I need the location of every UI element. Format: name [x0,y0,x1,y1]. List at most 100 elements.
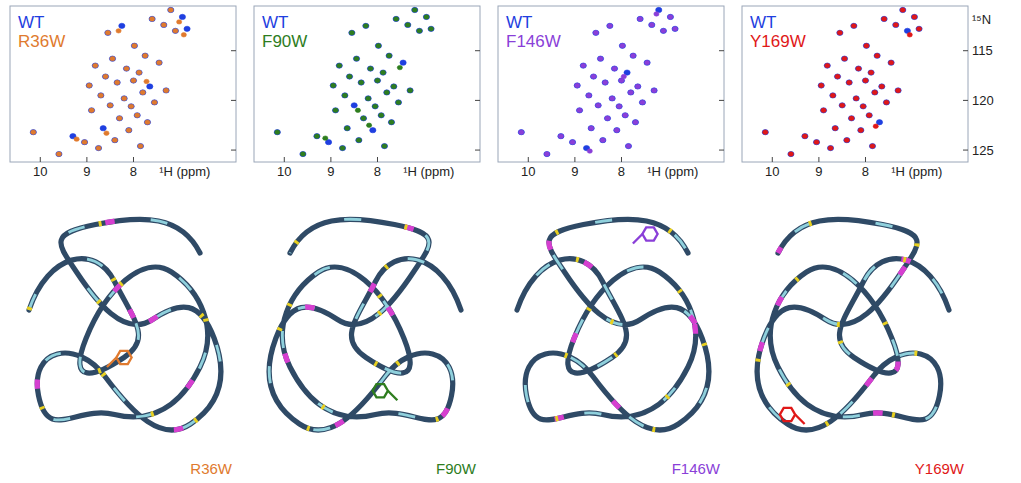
peak [604,116,610,121]
peak [177,20,182,24]
peak [893,22,899,27]
y-tick-label: 125 [972,143,994,158]
x-tick-label: 10 [521,164,535,179]
spectrum-panel: 1098115120125¹H (ppm)¹⁵NWTY169W [742,6,994,179]
peak [375,78,380,82]
peak [128,104,134,109]
peak [851,24,856,28]
peak [839,103,845,108]
peak [380,70,386,75]
peak [179,14,185,19]
peak [356,138,361,142]
legend-background [749,13,777,32]
helix-highlight [29,219,221,430]
y-tick [719,50,724,51]
peak [112,138,118,143]
peak [626,144,631,148]
peak [428,27,433,31]
peak [134,113,140,118]
x-tick-label: 8 [618,164,625,179]
peak [344,126,350,131]
peak [314,134,319,138]
peak [621,74,626,78]
peak [138,144,143,148]
contact-region [757,219,949,430]
peak [147,84,153,89]
peak [864,44,869,48]
peak [117,116,122,120]
peak [593,31,598,35]
x-tick-label: 8 [374,164,381,179]
peak [558,134,564,139]
peak [916,26,922,31]
peak [333,108,338,112]
peak [841,56,847,61]
legend-entry: Y169W [750,32,806,51]
peak [384,90,389,94]
peak [867,113,872,117]
peak [105,30,111,35]
peak [652,88,657,92]
y-tick-label: 115 [972,43,993,58]
peak [96,146,101,150]
peak [405,23,410,27]
x-tick [40,157,41,162]
peak [649,22,655,27]
x-tick-label: 9 [83,164,90,179]
peak [814,140,819,144]
peak [157,60,162,64]
peak [380,70,385,74]
peak [131,78,136,82]
x-tick-label: 10 [33,164,47,179]
peak [907,33,912,37]
peak [644,60,650,65]
legend-entry: WT [750,13,776,32]
y-tick [475,100,480,101]
peak [667,14,673,19]
contact-region [29,219,221,430]
legend-entry: WT [262,13,288,32]
peak [102,74,108,79]
peak [821,108,826,112]
peak [412,7,418,12]
peak [397,65,402,69]
peak [142,53,148,58]
peak [92,63,98,68]
peak [126,128,132,133]
peak [888,60,894,65]
helix-highlight [269,219,461,430]
peak [847,80,852,84]
peak [181,33,186,37]
peak [911,14,917,19]
peak [136,70,141,74]
backbone [29,219,221,430]
x-tick [86,157,87,162]
x-tick [574,157,575,162]
peak [428,26,434,31]
peak [633,120,638,124]
peak [916,27,921,31]
peak [614,128,620,133]
tryptophan-residue [373,384,388,397]
peak [869,143,875,148]
peak [628,90,634,95]
peak [387,53,392,57]
x-tick [133,157,134,162]
peak [600,138,606,143]
peak [373,104,378,108]
peak [136,70,142,75]
peak [388,120,394,125]
peak [620,44,625,48]
peak [360,116,366,121]
peak [586,93,592,98]
peak [400,60,406,65]
helix-highlight [757,219,949,430]
peak [152,100,157,104]
peak [851,23,857,28]
peak [802,134,808,139]
peak [375,43,381,48]
spectrum-panel: 1098¹H (ppm)WTR36W [10,6,236,179]
x-tick-label: 9 [327,164,334,179]
peak [879,84,885,89]
peak [105,31,110,35]
